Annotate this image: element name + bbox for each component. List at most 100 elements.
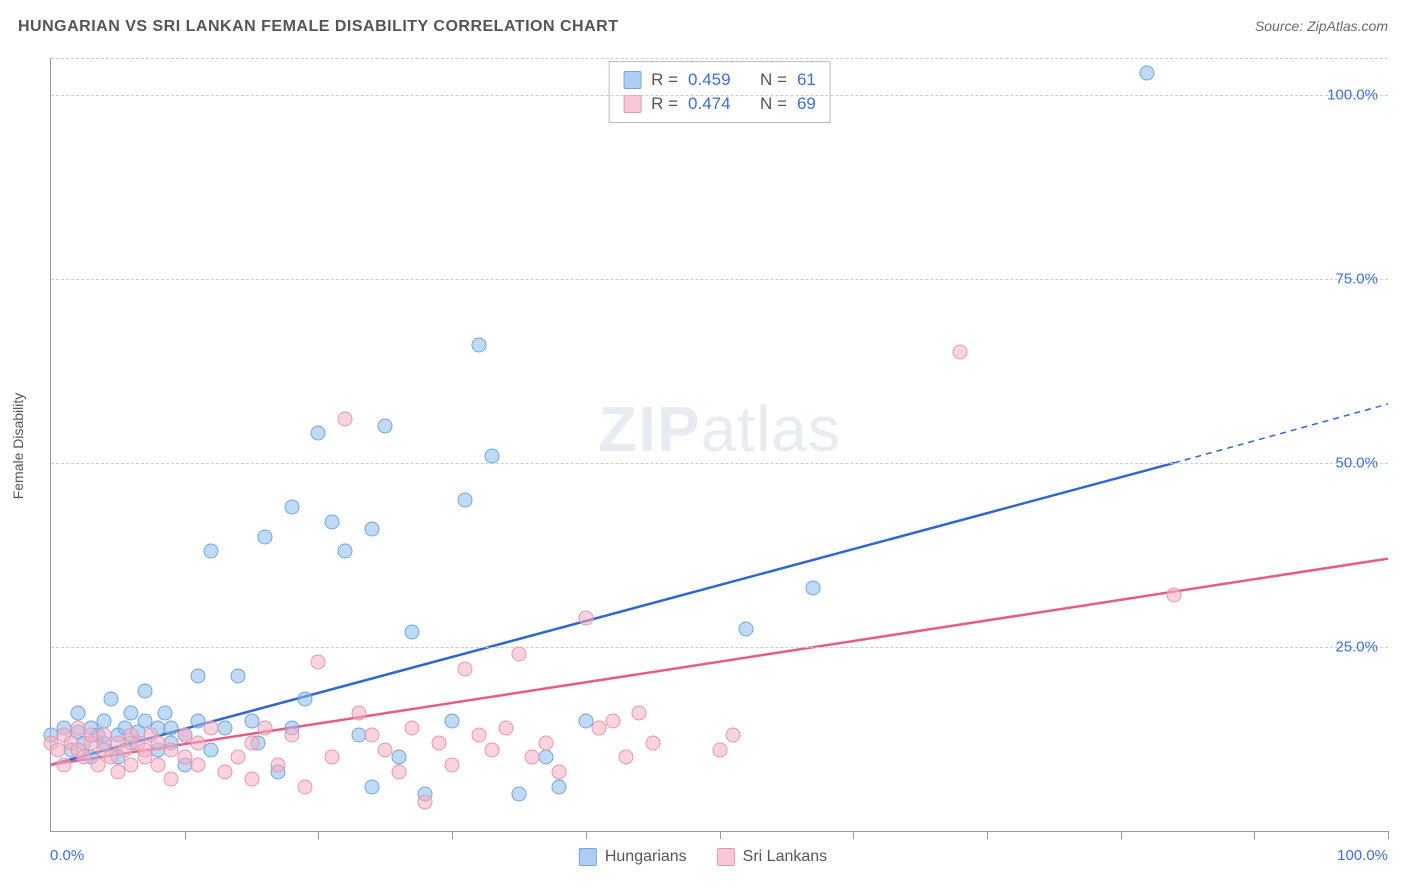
data-point: [511, 787, 526, 802]
x-tick: [720, 831, 721, 839]
data-point: [458, 662, 473, 677]
x-tick: [1388, 831, 1389, 839]
y-tick-label: 50.0%: [1335, 454, 1378, 471]
data-point: [217, 720, 232, 735]
gridline: [51, 58, 1388, 59]
data-point: [217, 765, 232, 780]
data-point: [70, 706, 85, 721]
gridline: [51, 95, 1388, 96]
data-point: [645, 735, 660, 750]
data-point: [485, 743, 500, 758]
data-point: [418, 794, 433, 809]
data-point: [364, 522, 379, 537]
data-point: [298, 691, 313, 706]
data-point: [806, 581, 821, 596]
gridline: [51, 647, 1388, 648]
x-tick: [1121, 831, 1122, 839]
data-point: [471, 338, 486, 353]
data-point: [231, 669, 246, 684]
data-point: [191, 669, 206, 684]
y-tick-label: 75.0%: [1335, 270, 1378, 287]
data-point: [271, 757, 286, 772]
data-point: [485, 448, 500, 463]
swatch-blue-icon: [623, 71, 641, 89]
data-point: [137, 684, 152, 699]
data-point: [552, 779, 567, 794]
data-point: [204, 720, 219, 735]
stats-row-hungarians: R = 0.459 N = 61: [623, 68, 816, 92]
x-tick: [452, 831, 453, 839]
data-point: [324, 750, 339, 765]
data-point: [378, 743, 393, 758]
data-point: [739, 621, 754, 636]
data-point: [150, 757, 165, 772]
bottom-legend: Hungarians Sri Lankans: [579, 848, 827, 866]
data-point: [338, 544, 353, 559]
legend-item-srilankans: Sri Lankans: [717, 848, 828, 866]
swatch-pink-icon: [717, 848, 735, 866]
data-point: [471, 728, 486, 743]
data-point: [725, 728, 740, 743]
data-point: [445, 713, 460, 728]
data-point: [57, 757, 72, 772]
data-point: [97, 713, 112, 728]
data-point: [298, 779, 313, 794]
data-point: [511, 647, 526, 662]
data-point: [391, 750, 406, 765]
data-point: [618, 750, 633, 765]
data-point: [632, 706, 647, 721]
data-point: [538, 750, 553, 765]
y-tick-label: 25.0%: [1335, 638, 1378, 655]
x-tick: [987, 831, 988, 839]
data-point: [391, 765, 406, 780]
data-point: [404, 625, 419, 640]
data-point: [404, 720, 419, 735]
data-point: [338, 411, 353, 426]
gridline: [51, 463, 1388, 464]
y-tick-label: 100.0%: [1327, 86, 1378, 103]
data-point: [284, 728, 299, 743]
x-tick: [318, 831, 319, 839]
data-point: [712, 743, 727, 758]
data-point: [104, 691, 119, 706]
watermark-text: ZIPatlas: [598, 392, 841, 466]
swatch-blue-icon: [579, 848, 597, 866]
data-point: [157, 706, 172, 721]
data-point: [324, 514, 339, 529]
data-point: [191, 757, 206, 772]
data-point: [498, 720, 513, 735]
data-point: [244, 772, 259, 787]
data-point: [204, 743, 219, 758]
data-point: [231, 750, 246, 765]
source-credit: Source: ZipAtlas.com: [1255, 18, 1388, 34]
data-point: [1140, 65, 1155, 80]
legend-item-hungarians: Hungarians: [579, 848, 687, 866]
chart-plot-area: ZIPatlas R = 0.459 N = 61 R = 0.474 N = …: [50, 58, 1388, 832]
gridline: [51, 279, 1388, 280]
x-tick-min: 0.0%: [50, 847, 84, 864]
x-tick: [586, 831, 587, 839]
data-point: [284, 500, 299, 515]
chart-title: HUNGARIAN VS SRI LANKAN FEMALE DISABILIT…: [18, 18, 618, 36]
data-point: [605, 713, 620, 728]
data-point: [445, 757, 460, 772]
data-point: [578, 610, 593, 625]
data-point: [311, 426, 326, 441]
data-point: [311, 654, 326, 669]
y-axis-label: Female Disability: [10, 393, 26, 500]
x-tick: [853, 831, 854, 839]
data-point: [458, 492, 473, 507]
data-point: [164, 772, 179, 787]
data-point: [191, 735, 206, 750]
data-point: [257, 720, 272, 735]
data-point: [953, 345, 968, 360]
data-point: [1167, 588, 1182, 603]
data-point: [364, 728, 379, 743]
stats-legend-box: R = 0.459 N = 61 R = 0.474 N = 69: [608, 61, 831, 123]
swatch-pink-icon: [623, 95, 641, 113]
x-tick-max: 100.0%: [1337, 847, 1388, 864]
data-point: [364, 779, 379, 794]
x-tick: [1254, 831, 1255, 839]
data-point: [204, 544, 219, 559]
data-point: [351, 706, 366, 721]
